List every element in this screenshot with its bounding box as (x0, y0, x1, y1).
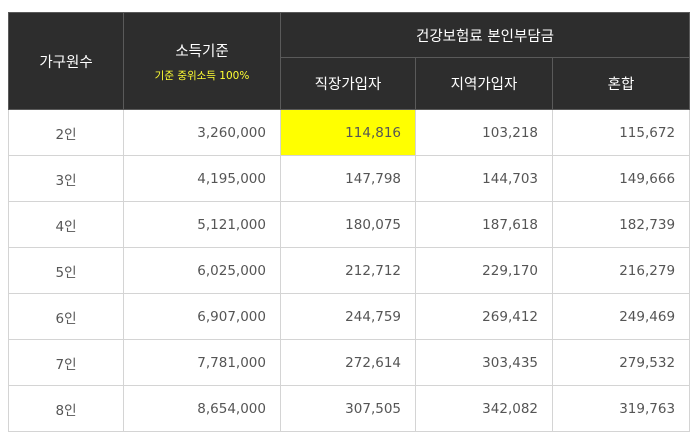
header-premium-group: 건강보험료 본인부담금 (279, 12, 691, 58)
income-standard-label: 소득기준 (175, 43, 229, 60)
cell-regional-premium: 342,082 (415, 385, 553, 432)
header-mixed: 혼합 (551, 57, 691, 110)
cell-regional-premium: 103,218 (415, 109, 553, 156)
premium-table: 가구원수 소득기준 기준 중위소득 100% 건강보험료 본인부담금 직장가입자… (8, 12, 691, 432)
cell-regional-premium: 144,703 (415, 155, 553, 202)
cell-regional-premium: 187,618 (415, 201, 553, 248)
table-row: 4인 5,121,000 180,075 187,618 182,739 (8, 201, 691, 248)
cell-employee-premium: 272,614 (280, 339, 416, 386)
cell-income: 7,781,000 (123, 339, 281, 386)
cell-mixed-premium: 279,532 (551, 339, 691, 386)
table-row: 6인 6,907,000 244,759 269,412 249,469 (8, 293, 691, 340)
cell-income: 3,260,000 (123, 109, 281, 156)
cell-employee-premium: 212,712 (280, 247, 416, 294)
cell-regional-premium: 303,435 (415, 339, 553, 386)
table-header: 가구원수 소득기준 기준 중위소득 100% 건강보험료 본인부담금 직장가입자… (8, 12, 691, 110)
cell-income: 8,654,000 (123, 385, 281, 432)
table-row: 5인 6,025,000 212,712 229,170 216,279 (8, 247, 691, 294)
cell-mixed-premium: 149,666 (551, 155, 691, 202)
cell-mixed-premium: 115,672 (551, 109, 691, 156)
table-row: 8인 8,654,000 307,505 342,082 319,763 (8, 385, 691, 432)
header-employee: 직장가입자 (280, 57, 416, 110)
cell-income: 4,195,000 (123, 155, 281, 202)
table-row: 2인 3,260,000 114,816 103,218 115,672 (8, 109, 691, 156)
cell-income: 6,907,000 (123, 293, 281, 340)
cell-income: 5,121,000 (123, 201, 281, 248)
cell-mixed-premium: 249,469 (551, 293, 691, 340)
table-body: 2인 3,260,000 114,816 103,218 115,672 3인 4,195,… (8, 109, 691, 432)
cell-household-size: 7인 (8, 339, 124, 386)
cell-employee-premium: 307,505 (280, 385, 416, 432)
header-household-size: 가구원수 (8, 12, 124, 110)
cell-household-size: 5인 (8, 247, 124, 294)
cell-mixed-premium: 216,279 (551, 247, 691, 294)
header-income-standard: 소득기준 기준 중위소득 100% (123, 12, 281, 110)
cell-household-size: 3인 (8, 155, 124, 202)
cell-household-size: 6인 (8, 293, 124, 340)
cell-employee-premium: 114,816 (280, 109, 416, 156)
cell-employee-premium: 244,759 (280, 293, 416, 340)
cell-income: 6,025,000 (123, 247, 281, 294)
cell-employee-premium: 180,075 (280, 201, 416, 248)
cell-household-size: 2인 (8, 109, 124, 156)
cell-mixed-premium: 319,763 (551, 385, 691, 432)
table-row: 7인 7,781,000 272,614 303,435 279,532 (8, 339, 691, 386)
income-standard-note: 기준 중위소득 100% (154, 69, 250, 82)
cell-household-size: 4인 (8, 201, 124, 248)
cell-employee-premium: 147,798 (280, 155, 416, 202)
header-regional: 지역가입자 (415, 57, 553, 110)
cell-regional-premium: 269,412 (415, 293, 553, 340)
table-row: 3인 4,195,000 147,798 144,703 149,666 (8, 155, 691, 202)
cell-mixed-premium: 182,739 (551, 201, 691, 248)
cell-regional-premium: 229,170 (415, 247, 553, 294)
cell-household-size: 8인 (8, 385, 124, 432)
